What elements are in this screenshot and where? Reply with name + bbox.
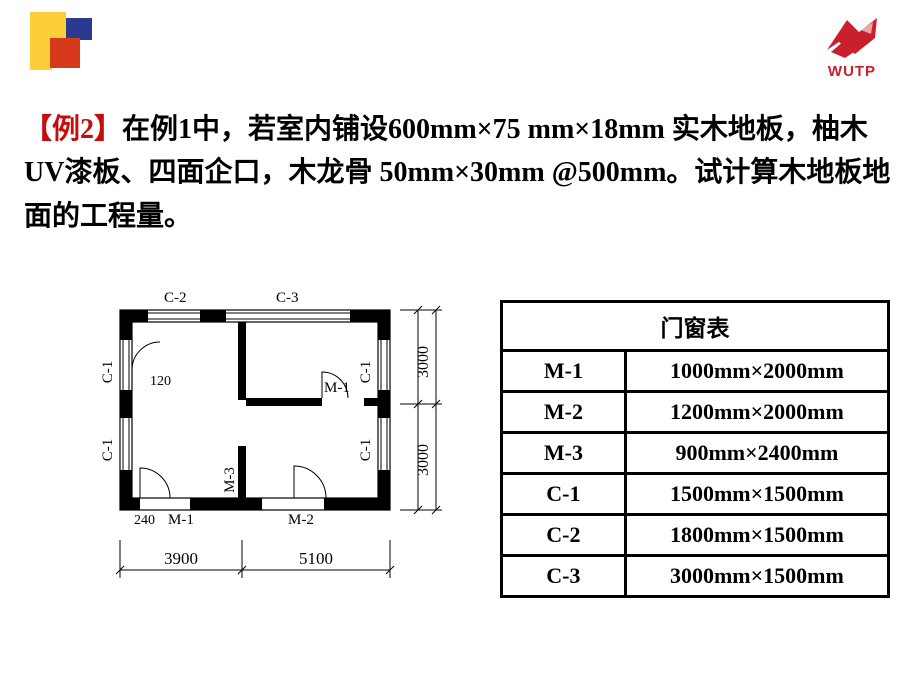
label-c3: C-3 [276, 290, 299, 306]
logo-text: WUTP [812, 63, 892, 80]
table-cell-size: 1000mm×2000mm [625, 351, 888, 392]
dim-3000-u: 3000 [415, 346, 432, 378]
problem-body: 在例1中，若室内铺设600mm×75 mm×18mm 实木地板，柚木UV漆板、四… [24, 114, 890, 232]
door-window-table: 门窗表 M-11000mm×2000mmM-21200mm×2000mmM-39… [500, 300, 890, 598]
table-cell-size: 900mm×2400mm [625, 433, 888, 474]
label-m1-inner: M-1 [324, 380, 350, 396]
table-row: M-11000mm×2000mm [502, 351, 889, 392]
label-m1-bl: M-1 [168, 512, 194, 528]
label-240: 240 [134, 513, 155, 528]
table-cell-code: M-3 [502, 433, 626, 474]
table-row: M-21200mm×2000mm [502, 392, 889, 433]
label-c1-ll: C-1 [100, 439, 116, 462]
table-row: M-3900mm×2400mm [502, 433, 889, 474]
label-120: 120 [150, 374, 171, 389]
table-cell-code: C-1 [502, 474, 626, 515]
table-cell-code: C-2 [502, 515, 626, 556]
table-row: C-21800mm×1500mm [502, 515, 889, 556]
label-c1-ru: C-1 [358, 361, 374, 384]
table-cell-size: 1800mm×1500mm [625, 515, 888, 556]
table-row: C-11500mm×1500mm [502, 474, 889, 515]
example-tag: 【例2】 [24, 114, 122, 145]
table-row: C-33000mm×1500mm [502, 556, 889, 597]
table-cell-size: 3000mm×1500mm [625, 556, 888, 597]
label-c1-lu: C-1 [100, 361, 116, 384]
corner-decoration [30, 12, 100, 82]
table-cell-size: 1200mm×2000mm [625, 392, 888, 433]
wutp-logo: WUTP [812, 10, 892, 80]
label-c1-rl: C-1 [358, 439, 374, 462]
table-cell-code: M-2 [502, 392, 626, 433]
table-cell-code: C-3 [502, 556, 626, 597]
label-m2: M-2 [288, 512, 314, 528]
floor-plan-diagram: C-2 C-3 C-1 C-1 C-1 C-1 120 240 M-1 M-2 … [70, 280, 470, 615]
table-cell-code: M-1 [502, 351, 626, 392]
problem-statement: 【例2】在例1中，若室内铺设600mm×75 mm×18mm 实木地板，柚木UV… [24, 108, 904, 238]
dim-3000-l: 3000 [415, 444, 432, 476]
dim-3900: 3900 [164, 549, 198, 568]
table-title: 门窗表 [502, 302, 889, 351]
table-cell-size: 1500mm×1500mm [625, 474, 888, 515]
label-c2: C-2 [164, 290, 187, 306]
dim-5100: 5100 [299, 549, 333, 568]
label-m3: M-3 [222, 467, 238, 493]
